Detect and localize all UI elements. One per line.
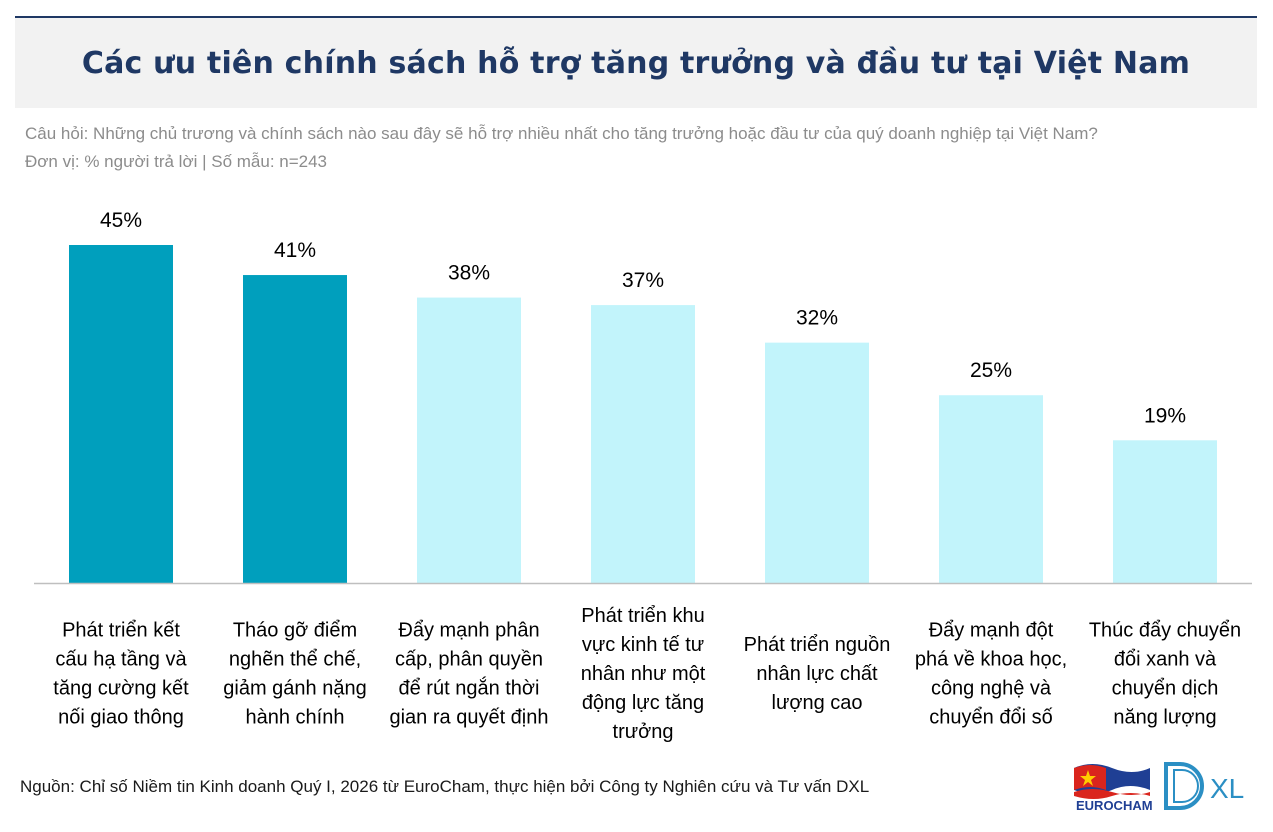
title-band: Các ưu tiên chính sách hỗ trợ tăng trưởn…	[15, 16, 1257, 108]
category-label: chuyển đổi số	[929, 707, 1052, 729]
bar	[765, 342, 869, 583]
category-label: để rút ngắn thời	[399, 677, 540, 700]
data-label: 19%	[1144, 404, 1186, 427]
category-label: vực kinh tế tư	[582, 634, 704, 656]
category-label: nghẽn thể chế,	[229, 649, 361, 671]
category-label: Phát triển nguồn	[744, 634, 891, 656]
data-label: 32%	[796, 307, 838, 330]
category-label: nối giao thông	[58, 707, 184, 729]
dxl-logo-text: XL	[1210, 773, 1244, 804]
data-label: 25%	[970, 359, 1012, 382]
category-label: lượng cao	[772, 692, 863, 714]
category-label: động lực tăng	[582, 692, 704, 714]
unit-note: Đơn vị: % người trả lời | Số mẫu: n=243	[25, 152, 328, 171]
source-note: Nguồn: Chỉ số Niềm tin Kinh doanh Quý I,…	[20, 777, 870, 796]
category-label: cấp, phân quyền	[395, 649, 543, 671]
dxl-logo: XL	[1164, 762, 1244, 810]
chart-subtitle: Câu hỏi: Những chủ trương và chính sách …	[25, 120, 1098, 176]
category-label: nhân như một	[581, 663, 706, 685]
category-label: công nghệ và	[931, 678, 1052, 700]
category-label: cấu hạ tầng và	[55, 649, 187, 671]
category-label: Thúc đẩy chuyển	[1089, 620, 1241, 642]
bar-chart: 45% Phát triển kết cấu hạ tầng và tăng cườn…	[34, 209, 1252, 743]
bar	[939, 395, 1043, 583]
bar	[69, 245, 173, 583]
category-label: chuyển dịch	[1112, 678, 1219, 700]
bar	[1113, 440, 1217, 583]
eurocham-logo-text: EUROCHAM	[1076, 798, 1153, 812]
bar	[417, 297, 521, 583]
data-label: 41%	[274, 239, 316, 262]
category-label: phá về khoa học,	[915, 649, 1067, 671]
category-label: Đẩy mạnh phân	[398, 620, 539, 642]
category-label: nhân lực chất	[756, 663, 878, 685]
category-label: giảm gánh nặng	[223, 678, 366, 700]
category-label: năng lượng	[1113, 707, 1216, 729]
category-label: đổi xanh và	[1114, 649, 1217, 671]
category-label: Phát triển kết	[62, 620, 180, 642]
category-label: Đẩy mạnh đột	[929, 620, 1054, 642]
category-label: tăng cường kết	[53, 678, 189, 700]
survey-question: Câu hỏi: Những chủ trương và chính sách …	[25, 124, 1098, 143]
eurocham-logo: EUROCHAM	[1074, 764, 1153, 812]
category-label: gian ra quyết định	[389, 707, 548, 729]
data-label: 45%	[100, 209, 142, 232]
bar	[591, 305, 695, 583]
category-label: Tháo gỡ điểm	[233, 620, 357, 642]
data-label: 38%	[448, 262, 490, 285]
category-label: trưởng	[613, 721, 674, 743]
chart-title: Các ưu tiên chính sách hỗ trợ tăng trưởn…	[81, 45, 1191, 81]
category-label: hành chính	[246, 707, 345, 729]
data-label: 37%	[622, 269, 664, 292]
category-label: Phát triển khu	[581, 605, 704, 627]
bar	[243, 275, 347, 583]
